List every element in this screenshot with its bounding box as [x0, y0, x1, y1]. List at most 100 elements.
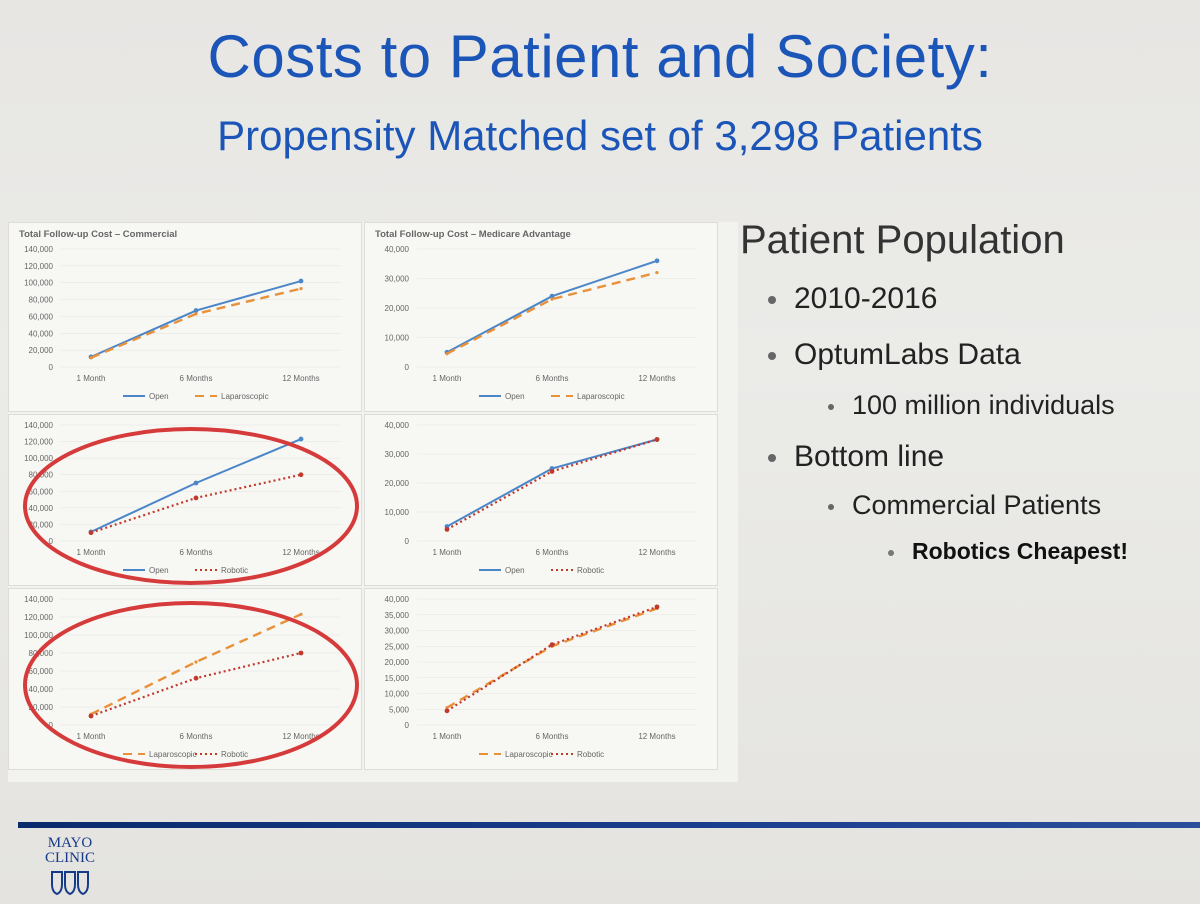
y-tick-label: 20,000 [29, 520, 54, 529]
x-tick-label: 1 Month [77, 374, 106, 383]
y-tick-label: 10,000 [385, 334, 410, 343]
sub-sub-bullet-robotics: Robotics Cheapest! [888, 538, 1128, 565]
bullet-text: 100 million individuals [852, 390, 1115, 420]
data-point-robotic [88, 530, 94, 536]
data-point-robotic [654, 604, 660, 610]
data-point-laparoscopic [550, 297, 554, 301]
bullet-dot [888, 549, 894, 556]
y-tick-label: 120,000 [24, 613, 53, 622]
mayo-shield-icon [51, 871, 89, 896]
data-point-robotic [298, 472, 304, 478]
y-tick-label: 30,000 [385, 450, 410, 459]
bullet-text: Robotics Cheapest! [912, 538, 1128, 564]
data-point-open [298, 436, 304, 442]
y-tick-label: 0 [405, 721, 410, 730]
series-line-robotic [446, 438, 658, 531]
chart-medicare-open-vs-robotic: 0 10,000 20,000 30,000 40,000 1 Month 6 Months… [385, 421, 697, 575]
chart-panel-medicare-open-robotic: 0 10,000 20,000 30,000 40,000 1 Month 6 Months… [364, 414, 718, 586]
y-tick-label: 80,000 [29, 296, 54, 305]
x-tick-label: 12 Months [282, 548, 319, 557]
data-point-laparoscopic [445, 352, 449, 356]
data-point-open [193, 480, 199, 486]
y-tick-label: 100,000 [24, 631, 53, 640]
data-point-robotic [88, 713, 94, 719]
data-point-open [193, 308, 199, 313]
y-tick-label: 40,000 [29, 329, 54, 338]
x-tick-label: 1 Month [77, 732, 106, 741]
y-tick-label: 60,000 [29, 667, 54, 676]
y-tick-label: 20,000 [385, 658, 410, 667]
legend-label: Robotic [221, 750, 248, 759]
chart-medicare-laparoscopic-vs-robotic: 0 5,000 10,000 15,000 20,000 25,000 30,000 35,0… [385, 595, 697, 759]
chart-panel-medicare-open-lap: Total Follow-up Cost – Medicare Advantag… [364, 222, 718, 412]
x-tick-label: 6 Months [536, 548, 569, 557]
bullet-years: 2010-2016 [768, 282, 937, 316]
data-point-robotic [549, 642, 555, 648]
y-tick-label: 140,000 [24, 421, 53, 430]
y-tick-label: 20,000 [29, 703, 54, 712]
bullet-bottom-line: Bottom line [768, 440, 944, 474]
data-point-robotic [298, 650, 304, 656]
y-tick-label: 40,000 [29, 685, 54, 694]
data-point-robotic [549, 469, 555, 474]
x-tick-label: 1 Month [77, 548, 106, 557]
x-tick-label: 6 Months [536, 732, 569, 741]
footer-bar [18, 822, 1200, 828]
highlight-circle [23, 601, 359, 769]
y-tick-label: 80,000 [29, 649, 54, 658]
y-tick-label: 100,000 [24, 454, 53, 463]
y-tick-label: 25,000 [385, 642, 410, 651]
chart-commercial-open-vs-laparoscopic: Total Follow-up Cost – Commercial 0 20,000… [19, 229, 341, 401]
y-tick-label: 20,000 [385, 304, 410, 313]
x-tick-label: 6 Months [180, 374, 213, 383]
series-line-laparoscopic [90, 287, 302, 359]
data-point-open [654, 258, 660, 264]
data-point-open [298, 278, 304, 284]
mayo-clinic-logo: MAYO CLINIC [30, 836, 110, 896]
chart-commercial-laparoscopic-vs-robotic: 0 20,000 40,000 60,000 80,000 100,000 120,000 1… [23, 595, 359, 769]
logo-line-1: MAYO [47, 835, 93, 851]
data-point-laparoscopic [655, 271, 659, 275]
y-tick-label: 60,000 [29, 487, 54, 496]
chart-commercial-open-vs-robotic: 020,00040,00060,00080,000100,000120,0001… [23, 421, 359, 585]
bullet-text: OptumLabs Data [794, 338, 1021, 371]
y-tick-label: 0 [49, 537, 54, 546]
y-tick-label: 30,000 [385, 627, 410, 636]
y-tick-label: 40,000 [385, 595, 410, 604]
chart-medicare-open-vs-laparoscopic: Total Follow-up Cost – Medicare Advantag… [375, 229, 697, 401]
chart-panel-commercial-open-lap: Total Follow-up Cost – Commercial 0 20,000… [8, 222, 362, 412]
x-tick-label: 6 Months [180, 732, 213, 741]
y-tick-label: 20,000 [385, 479, 410, 488]
y-tick-label: 40,000 [385, 421, 410, 430]
y-tick-label: 0 [49, 363, 54, 372]
bullet-text: Bottom line [794, 440, 945, 473]
y-tick-label: 120,000 [24, 262, 53, 271]
charts-grid: Total Follow-up Cost – Commercial 0 20,000… [8, 222, 738, 782]
data-point-laparoscopic [299, 612, 303, 616]
bullet-dot [768, 352, 776, 361]
chart-panel-medicare-lap-robotic: 0 5,000 10,000 15,000 20,000 25,000 30,000 35,0… [364, 588, 718, 770]
bullet-text: 2010-2016 [794, 282, 938, 315]
bullet-data-source: OptumLabs Data [768, 338, 1021, 372]
x-tick-label: 12 Months [638, 548, 675, 557]
bullet-dot [768, 296, 776, 305]
data-point-laparoscopic [445, 706, 449, 710]
x-tick-label: 12 Months [638, 732, 675, 741]
x-tick-label: 12 Months [282, 732, 319, 741]
logo-line-2: CLINIC [45, 850, 95, 866]
x-tick-label: 12 Months [282, 374, 319, 383]
chart-panel-commercial-open-robotic: 0 20,000 40,000 60,000 80,000 100,000 120,000 1… [8, 414, 362, 586]
series-line-laparoscopic [90, 613, 302, 716]
legend-label: Laparoscopic [149, 750, 197, 759]
data-point-robotic [444, 527, 450, 532]
chart-title: Total Follow-up Cost – Commercial [19, 229, 177, 240]
chart-panel-commercial-lap-robotic: 0 20,000 40,000 60,000 80,000 100,000 120,000 1… [8, 588, 362, 770]
series-line-open [90, 438, 302, 533]
x-tick-label: 1 Month [433, 548, 462, 557]
x-tick-label: 6 Months [536, 374, 569, 383]
legend-label: Laparoscopic [577, 392, 625, 401]
y-tick-label: 120,000 [24, 438, 53, 447]
y-tick-label: 0 [405, 363, 410, 372]
y-tick-label: 40,000 [29, 504, 54, 513]
data-point-robotic [193, 495, 199, 501]
